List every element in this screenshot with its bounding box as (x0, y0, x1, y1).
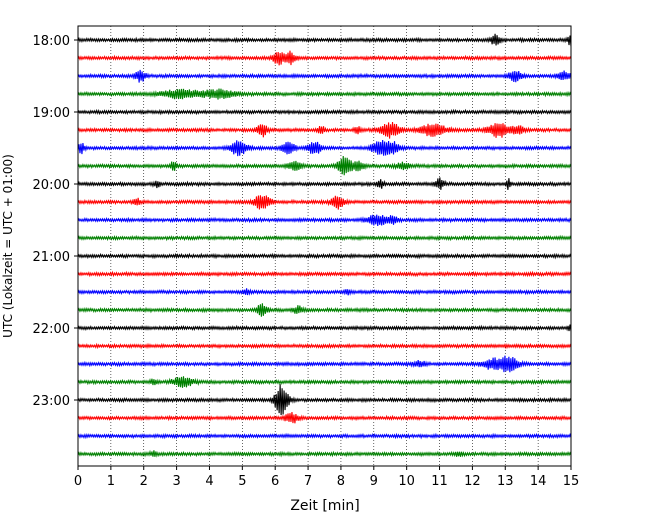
x-tick-label: 0 (74, 474, 82, 489)
seismogram-trace (77, 33, 572, 47)
seismogram-trace (77, 252, 572, 260)
seismogram-trace (77, 384, 572, 416)
x-tick-label: 4 (205, 474, 213, 489)
seismogram-trace (77, 69, 572, 83)
seismogram-trace (77, 288, 572, 296)
plot-frame (77, 25, 572, 467)
x-tick-label: 5 (238, 474, 246, 489)
x-tick-label: 9 (370, 474, 378, 489)
seismogram-trace (77, 449, 572, 458)
seismogram-trace (77, 214, 572, 226)
x-tick-label: 7 (304, 474, 312, 489)
y-tick-label: 23:00 (33, 394, 70, 409)
seismogram-trace (77, 139, 572, 157)
grid-lines (110, 26, 539, 466)
x-tick-label: 14 (530, 474, 547, 489)
y-axis-label: UTC (Lokalzeit = UTC + 01:00) (1, 154, 15, 338)
seismogram-trace (77, 324, 572, 332)
seismogram-trace (77, 342, 572, 350)
x-tick-label: 3 (172, 474, 180, 489)
x-tick-label: 12 (464, 474, 481, 489)
y-tick-label: 22:00 (33, 322, 70, 337)
x-tick-label: 6 (271, 474, 279, 489)
x-tick-label: 1 (107, 474, 115, 489)
seismogram-traces (77, 33, 572, 458)
x-tick-label: 11 (431, 474, 448, 489)
seismogram-trace (77, 108, 572, 116)
seismogram-trace (77, 270, 572, 278)
seismogram-trace (77, 88, 572, 100)
y-tick-label: 19:00 (33, 106, 70, 121)
x-tick-label: 15 (563, 474, 580, 489)
seismogram-trace (77, 155, 572, 176)
x-axis-ticks: 0 1 2 3 4 5 6 7 8 9 10 11 12 13 14 15 (74, 466, 579, 489)
x-tick-label: 2 (140, 474, 148, 489)
x-tick-label: 10 (398, 474, 415, 489)
x-tick-label: 13 (497, 474, 514, 489)
x-axis-label: Zeit [min] (290, 498, 359, 514)
seismogram-trace (77, 432, 572, 440)
seismogram-trace (77, 376, 572, 388)
seismogram-trace (77, 121, 572, 139)
y-tick-label: 21:00 (33, 250, 70, 265)
y-tick-label: 20:00 (33, 178, 70, 193)
seismogram-trace (77, 303, 572, 317)
seismogram-trace (77, 355, 572, 373)
seismogram-trace (77, 50, 572, 66)
y-axis-ticks: 18:00 19:00 20:00 21:00 22:00 23:00 (33, 34, 78, 409)
seismogram-trace (77, 411, 572, 424)
seismogram-trace (77, 234, 572, 242)
y-tick-label: 18:00 (33, 34, 70, 49)
x-tick-label: 8 (337, 474, 345, 489)
seismogram-trace (77, 195, 572, 210)
seismogram-trace (77, 177, 572, 190)
